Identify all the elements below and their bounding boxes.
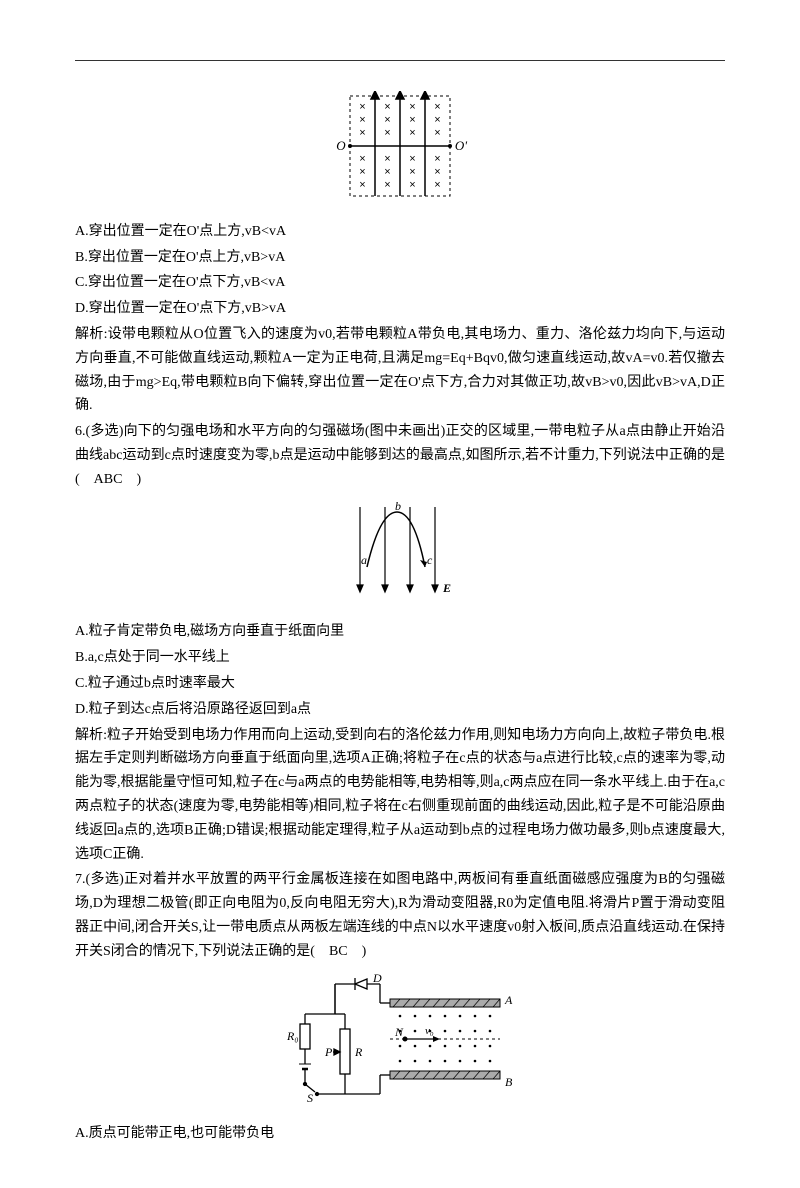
svg-text:×: × (384, 179, 390, 191)
svg-text:×: × (409, 153, 415, 165)
svg-text:E: E (442, 581, 451, 595)
svg-text:a: a (361, 553, 367, 567)
svg-text:×: × (409, 127, 415, 139)
q6-option-b: B.a,c点处于同一水平线上 (75, 646, 725, 670)
svg-text:×: × (384, 114, 390, 126)
label-P: P (324, 1045, 333, 1059)
svg-text:×: × (409, 166, 415, 178)
label-v0: v₀ (425, 1025, 434, 1037)
q6-stem: 6.(多选)向下的匀强电场和水平方向的匀强磁场(图中未画出)正交的区域里,一带电… (75, 420, 725, 491)
svg-text:×: × (359, 166, 365, 178)
svg-text:×: × (359, 153, 365, 165)
svg-text:×: × (434, 166, 440, 178)
q5-option-a: A.穿出位置一定在O'点上方,vB<vA (75, 220, 725, 244)
figure-1: ×××××××××××××××××××××××× O O' (75, 91, 725, 210)
svg-text:×: × (359, 127, 365, 139)
top-rule (75, 60, 725, 61)
svg-text:b: b (395, 502, 401, 513)
label-S: S (307, 1091, 313, 1104)
svg-text:×: × (409, 179, 415, 191)
label-N: N (394, 1025, 404, 1039)
svg-text:×: × (434, 179, 440, 191)
label-R: R (354, 1045, 363, 1059)
q6-option-d: D.粒子到达c点后将沿原路径返回到a点 (75, 698, 725, 722)
svg-text:×: × (409, 101, 415, 113)
label-A: A (504, 993, 513, 1007)
q5-option-c: C.穿出位置一定在O'点下方,vB<vA (75, 271, 725, 295)
svg-text:×: × (409, 114, 415, 126)
q7-option-a: A.质点可能带正电,也可能带负电 (75, 1122, 725, 1146)
svg-text:×: × (434, 127, 440, 139)
svg-text:×: × (434, 101, 440, 113)
q6-option-a: A.粒子肯定带负电,磁场方向垂直于纸面向里 (75, 620, 725, 644)
q6-option-c: C.粒子通过b点时速率最大 (75, 672, 725, 696)
label-B: B (505, 1075, 513, 1089)
svg-text:×: × (384, 101, 390, 113)
svg-text:×: × (359, 101, 365, 113)
q5-option-d: D.穿出位置一定在O'点下方,vB>vA (75, 297, 725, 321)
svg-text:×: × (384, 166, 390, 178)
q6-explanation: 解析:粒子开始受到电场力作用而向上运动,受到向右的洛伦兹力作用,则知电场力方向向… (75, 724, 725, 867)
label-R0: R₀ (286, 1029, 299, 1043)
svg-text:×: × (359, 114, 365, 126)
svg-text:c: c (427, 553, 433, 567)
q5-option-b: B.穿出位置一定在O'点上方,vB>vA (75, 246, 725, 270)
svg-text:×: × (384, 153, 390, 165)
svg-text:×: × (434, 153, 440, 165)
svg-text:×: × (359, 179, 365, 191)
svg-text:×: × (434, 114, 440, 126)
figure-2: a b c E (75, 502, 725, 611)
label-O-prime: O' (455, 138, 467, 153)
figure-3: D A B N v₀ P R R₀ S (75, 974, 725, 1113)
label-O: O (336, 138, 346, 153)
label-D: D (372, 974, 382, 985)
q7-stem: 7.(多选)正对着并水平放置的两平行金属板连接在如图电路中,两板间有垂直纸面磁感… (75, 868, 725, 963)
svg-text:×: × (384, 127, 390, 139)
q5-explanation: 解析:设带电颗粒从O位置飞入的速度为v0,若带电颗粒A带负电,其电场力、重力、洛… (75, 323, 725, 418)
